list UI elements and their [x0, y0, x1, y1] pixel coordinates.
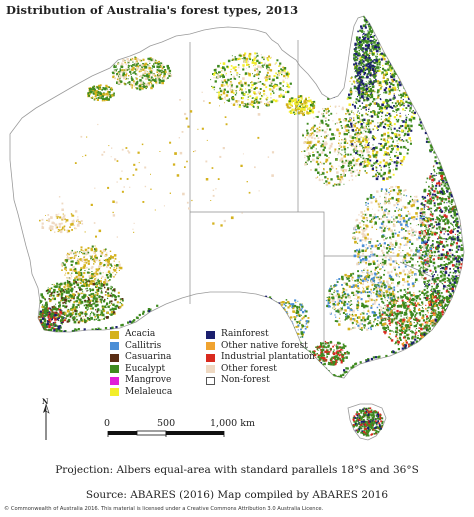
legend-item-casuarina: Casuarina — [110, 352, 172, 364]
legend-label: Rainforest — [221, 329, 269, 339]
source-note: Source: ABARES (2016) Map compiled by AB… — [85, 489, 389, 501]
legend-label: Mangrove — [125, 375, 172, 385]
legend-swatch — [110, 342, 119, 351]
legend-item-acacia: Acacia — [110, 329, 172, 341]
legend-label: Melaleuca — [125, 386, 173, 397]
legend-item-non-forest: Non-forest — [206, 375, 315, 387]
legend-swatch — [206, 365, 215, 374]
legend-item-industrial-plantation: Industrial plantation — [206, 352, 315, 364]
legend-label: Acacia — [125, 329, 156, 339]
legend-item-melaleuca: Melaleuca — [110, 387, 172, 399]
legend-right: Rainforest Other native forest Industrial … — [206, 329, 315, 387]
legend-label: Other native forest — [221, 340, 308, 351]
legend-swatch — [206, 376, 215, 385]
legend-item-eucalypt: Eucalypt — [110, 364, 172, 376]
legend-item-rainforest: Rainforest — [206, 329, 315, 341]
north-label: N — [42, 397, 49, 406]
legend-swatch — [110, 388, 119, 397]
legend-label: Other forest — [221, 363, 277, 374]
legend-label: Eucalypt — [125, 363, 166, 374]
legend-item-mangrove: Mangrove — [110, 375, 172, 387]
legend-swatch — [110, 376, 119, 385]
scale-label-0: 0 — [104, 418, 111, 429]
legend-label: Casuarina — [125, 352, 172, 362]
scale-label-1000: 1,000 km — [210, 418, 255, 429]
legend-swatch — [206, 353, 215, 362]
legend-item-other-forest: Other forest — [206, 364, 315, 376]
map-title: Distribution of Australia's forest types… — [6, 3, 299, 17]
state-borders — [189, 40, 456, 360]
legend-swatch — [110, 330, 119, 339]
legend-swatch — [206, 330, 215, 339]
copyright-notice: © Commonwealth of Australia 2016. This m… — [4, 506, 324, 512]
projection-note: Projection: Albers equal-area with stand… — [55, 464, 419, 476]
legend-swatch — [110, 353, 119, 362]
legend-swatch — [110, 365, 119, 374]
scale-label-500: 500 — [157, 418, 176, 429]
legend-item-other-native-forest: Other native forest — [206, 341, 315, 353]
north-arrow — [43, 403, 50, 440]
legend-label: Non-forest — [221, 375, 270, 385]
legend-label: Industrial plantation — [221, 352, 315, 362]
legend-item-callitris: Callitris — [110, 341, 172, 353]
tasmania-forest-cover — [352, 407, 384, 437]
scale-bar — [107, 430, 225, 437]
legend-label: Callitris — [125, 340, 162, 351]
legend-left: Acacia Callitris Casuarina Eucalypt Mangrove… — [110, 329, 172, 398]
legend-swatch — [206, 342, 215, 351]
